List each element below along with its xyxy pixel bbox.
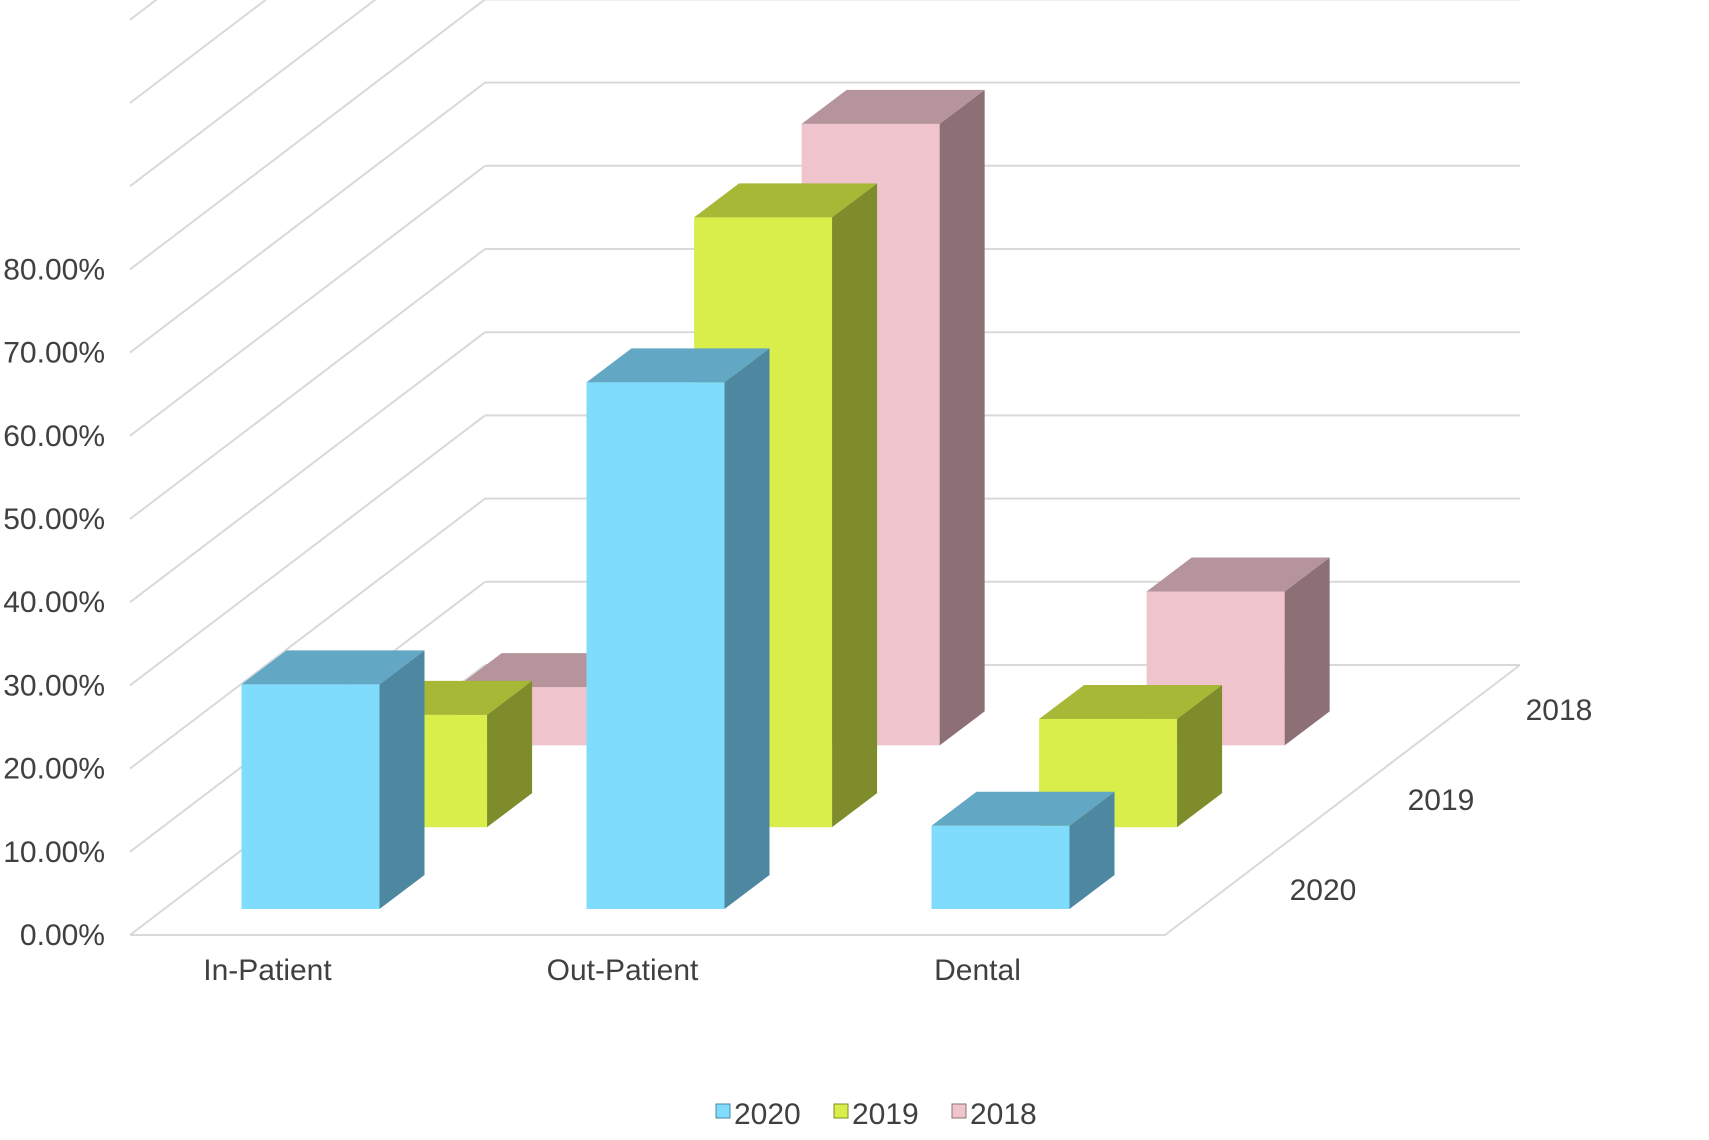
bar-2020-Out-Patient	[586, 348, 770, 909]
legend-item-2019: 2019	[833, 1098, 919, 1131]
y-tick-label: 30.00%	[3, 669, 105, 702]
side-wall-gridline	[129, 248, 486, 520]
bar-side-face	[1069, 791, 1115, 909]
side-wall-gridline	[129, 165, 486, 437]
y-tick-label: 60.00%	[3, 420, 105, 453]
bar-front-face	[931, 825, 1070, 909]
side-wall-gridline	[129, 81, 486, 354]
floor-outline	[130, 664, 1521, 936]
y-tick-label: 20.00%	[3, 753, 105, 786]
x-axis-categories: In-Patient Out-Patient Dental	[203, 954, 1021, 987]
side-wall-gridline	[129, 497, 486, 770]
category-label: Out-Patient	[547, 954, 699, 987]
depth-axis-label: 2020	[1290, 874, 1357, 907]
bar-side-face	[724, 348, 770, 909]
category-label: Dental	[934, 954, 1021, 987]
side-wall-gridline	[129, 0, 268, 104]
y-tick-label: 0.00%	[20, 919, 105, 952]
legend-swatch	[833, 1103, 849, 1119]
bar-top-face	[1039, 685, 1223, 720]
y-tick-label: 80.00%	[3, 253, 105, 286]
bar-top-face	[241, 650, 425, 685]
legend-item-2020: 2020	[715, 1098, 801, 1131]
bar-front-face	[586, 382, 725, 909]
y-tick-label: 40.00%	[3, 586, 105, 619]
bar-side-face	[1177, 685, 1223, 828]
side-wall-gridline	[129, 0, 158, 21]
bar-side-face	[1284, 557, 1330, 746]
y-tick-label: 70.00%	[3, 337, 105, 370]
bar-side-face	[487, 680, 533, 828]
bars-layer	[241, 89, 1330, 909]
bar-top-face	[1146, 557, 1330, 592]
legend: 2020 2019 2018	[715, 1098, 1037, 1131]
legend-label: 2018	[970, 1098, 1037, 1131]
side-wall-gridline	[129, 414, 486, 687]
y-tick-label: 10.00%	[3, 836, 105, 869]
side-wall-gridline	[129, 0, 377, 187]
y-axis-ticks: 0.00% 10.00% 20.00% 30.00% 40.00% 50.00% 60.00…	[3, 253, 105, 952]
bar-side-face	[939, 89, 985, 746]
bar-top-face	[801, 89, 985, 124]
legend-item-2018: 2018	[951, 1098, 1037, 1131]
legend-label: 2019	[852, 1098, 919, 1131]
legend-swatch	[951, 1103, 967, 1119]
side-wall-gridline	[129, 331, 486, 603]
bar-top-face	[586, 348, 770, 383]
category-label: In-Patient	[203, 954, 332, 987]
bar-side-face	[379, 650, 425, 909]
bar-side-face	[832, 183, 878, 828]
bar-2020-Dental	[931, 791, 1115, 909]
bar-front-face	[241, 684, 380, 909]
legend-label: 2020	[734, 1098, 801, 1131]
side-wall-gridline	[129, 0, 486, 271]
y-tick-label: 50.00%	[3, 503, 105, 536]
depth-axis-label: 2019	[1408, 784, 1475, 817]
bar-top-face	[694, 183, 878, 218]
bar-2020-In-Patient	[241, 650, 425, 909]
depth-axis-labels: 2020 2019 2018	[1290, 694, 1593, 907]
legend-swatch	[715, 1103, 731, 1119]
depth-axis-label: 2018	[1526, 694, 1593, 727]
bar-top-face	[931, 791, 1115, 826]
